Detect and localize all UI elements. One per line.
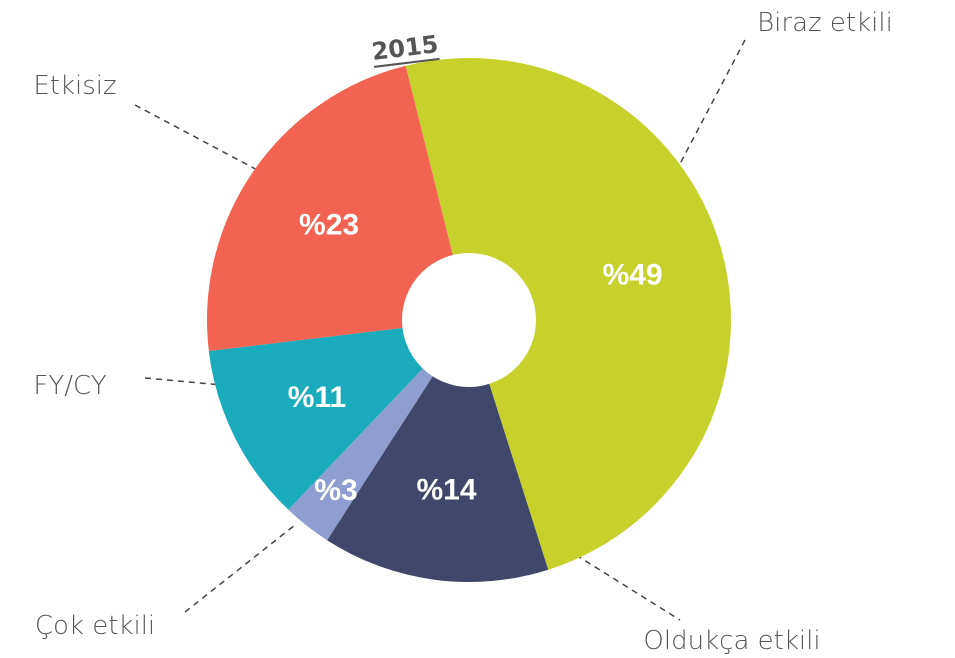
title-underline bbox=[373, 57, 440, 68]
data-label: %49 bbox=[603, 259, 663, 292]
data-label: %14 bbox=[416, 474, 476, 507]
donut-hole bbox=[402, 253, 536, 387]
slice bbox=[208, 320, 470, 510]
slices bbox=[206, 57, 732, 582]
data-label: %23 bbox=[299, 208, 359, 241]
leader-line bbox=[134, 104, 296, 191]
slice bbox=[288, 320, 469, 541]
leader-line bbox=[519, 519, 681, 621]
category-label: FY/CY bbox=[33, 371, 106, 401]
slice bbox=[405, 57, 732, 570]
data-label: %3 bbox=[314, 474, 357, 507]
slice bbox=[206, 65, 469, 352]
category-label: Biraz etkili bbox=[757, 8, 893, 38]
title-group: 2015 bbox=[370, 30, 440, 68]
data-label: %11 bbox=[288, 381, 346, 414]
leader-line bbox=[184, 524, 296, 613]
category-label: Etkisiz bbox=[33, 71, 116, 101]
category-label: Çok etkili bbox=[35, 611, 155, 641]
category-label: Oldukça etkili bbox=[643, 626, 820, 656]
slice bbox=[327, 320, 549, 582]
